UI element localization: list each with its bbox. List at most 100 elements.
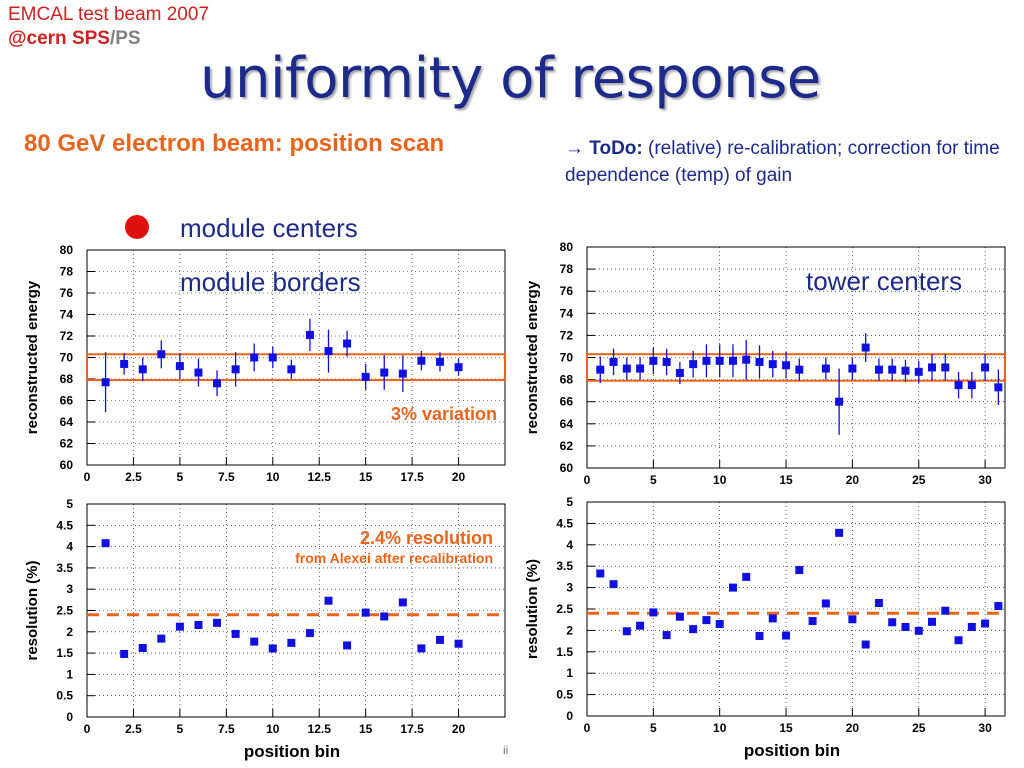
- data-point: [287, 638, 296, 647]
- data-point: [954, 636, 963, 645]
- x-tick-label: 12.5: [308, 722, 332, 736]
- data-point: [782, 631, 791, 640]
- module-centers-marker-icon: [125, 215, 149, 239]
- y-tick-label: 72: [60, 329, 74, 343]
- data-point: [454, 639, 463, 648]
- y-tick-label: 3: [566, 581, 573, 595]
- data-point: [454, 363, 463, 372]
- x-axis-label: position bin: [744, 741, 840, 760]
- data-point: [268, 644, 277, 653]
- y-tick-label: 80: [560, 240, 574, 254]
- x-tick-label: 20: [452, 470, 466, 484]
- y-tick-label: 62: [560, 439, 574, 453]
- y-tick-label: 68: [560, 373, 574, 387]
- x-tick-label: 0: [84, 722, 91, 736]
- data-point: [250, 353, 259, 362]
- data-point: [941, 363, 950, 372]
- data-point: [194, 368, 203, 377]
- x-tick-label: 10: [713, 473, 727, 487]
- header-event: EMCAL test beam 2007: [8, 4, 210, 25]
- data-point: [194, 620, 203, 629]
- data-point: [343, 339, 352, 348]
- data-point: [596, 569, 605, 578]
- y-tick-label: 2.5: [56, 604, 73, 618]
- data-point: [250, 637, 259, 646]
- data-point: [755, 631, 764, 640]
- y-tick-label: 4.5: [56, 518, 73, 532]
- data-point: [662, 357, 671, 366]
- data-point: [742, 355, 751, 364]
- x-tick-label: 5: [177, 722, 184, 736]
- x-tick-label: 15: [779, 473, 793, 487]
- header-separator: /: [109, 28, 116, 49]
- x-tick-label: 7.5: [218, 470, 235, 484]
- data-point: [768, 614, 777, 623]
- x-tick-label: 2.5: [125, 470, 142, 484]
- y-tick-label: 64: [60, 415, 74, 429]
- x-tick-label: 30: [978, 721, 992, 735]
- todo-text: (relative) re-calibration; correction fo…: [565, 138, 1000, 186]
- data-point: [120, 359, 129, 368]
- y-tick-label: 1: [566, 666, 573, 680]
- data-point: [417, 644, 426, 653]
- data-point: [175, 622, 184, 631]
- x-tick-label: 17.5: [400, 722, 424, 736]
- x-tick-label: 20: [452, 722, 466, 736]
- data-point: [649, 356, 658, 365]
- data-point: [914, 367, 923, 376]
- data-point: [636, 621, 645, 630]
- chart-resolution_tower: 0 0.5 1 1.5 2 2.5 3 3.5 4 4.5 5 0 5 10 15 20 25 30 resolut…: [524, 495, 1006, 760]
- todo-note: → ToDo: (relative) re-calibration; corre…: [565, 135, 1020, 189]
- data-point: [994, 383, 1003, 392]
- data-point: [435, 357, 444, 366]
- data-point: [305, 330, 314, 339]
- data-point: [305, 629, 314, 638]
- x-tick-label: 5: [177, 470, 184, 484]
- y-tick-label: 4: [566, 538, 573, 552]
- data-point: [120, 649, 129, 658]
- data-point: [689, 360, 698, 369]
- data-point: [596, 365, 605, 374]
- data-point: [231, 629, 240, 638]
- y-tick-label: 76: [60, 286, 74, 300]
- data-point: [398, 598, 407, 607]
- y-tick-label: 80: [60, 243, 74, 257]
- data-point: [954, 381, 963, 390]
- legend-module-centers: module centers: [180, 213, 358, 243]
- data-point: [728, 356, 737, 365]
- legend-tower-centers: tower centers: [806, 266, 963, 296]
- data-point: [874, 599, 883, 608]
- y-tick-label: 2: [66, 625, 73, 639]
- x-tick-label: 5: [650, 721, 657, 735]
- x-tick-label: 30: [978, 473, 992, 487]
- x-tick-label: 15: [359, 470, 373, 484]
- y-tick-label: 78: [60, 265, 74, 279]
- data-point: [874, 365, 883, 374]
- data-point: [715, 356, 724, 365]
- x-tick-label: 17.5: [400, 470, 424, 484]
- y-tick-label: 3.5: [556, 559, 573, 573]
- data-point: [324, 596, 333, 605]
- y-tick-label: 0: [566, 709, 573, 723]
- y-tick-label: 2: [566, 623, 573, 637]
- x-tick-label: 7.5: [218, 722, 235, 736]
- chart-energy_tower: 60 62 64 66 68 70 72 74 76 78 80 0 5 10 15 20 25 30 recons…: [524, 240, 1006, 487]
- data-point: [675, 368, 684, 377]
- data-point: [609, 580, 618, 589]
- data-point: [622, 627, 631, 636]
- data-point: [622, 364, 631, 373]
- x-tick-label: 20: [846, 721, 860, 735]
- footer-mark: ii: [503, 743, 509, 757]
- data-point: [861, 343, 870, 352]
- y-axis-label: reconstructed energy: [524, 280, 541, 434]
- data-point: [795, 566, 804, 575]
- y-tick-label: 1: [66, 667, 73, 681]
- data-point: [287, 365, 296, 374]
- x-tick-label: 5: [650, 473, 657, 487]
- data-point: [994, 602, 1003, 611]
- y-tick-label: 5: [566, 495, 573, 509]
- data-point: [417, 356, 426, 365]
- y-tick-label: 62: [60, 437, 74, 451]
- data-point: [782, 361, 791, 370]
